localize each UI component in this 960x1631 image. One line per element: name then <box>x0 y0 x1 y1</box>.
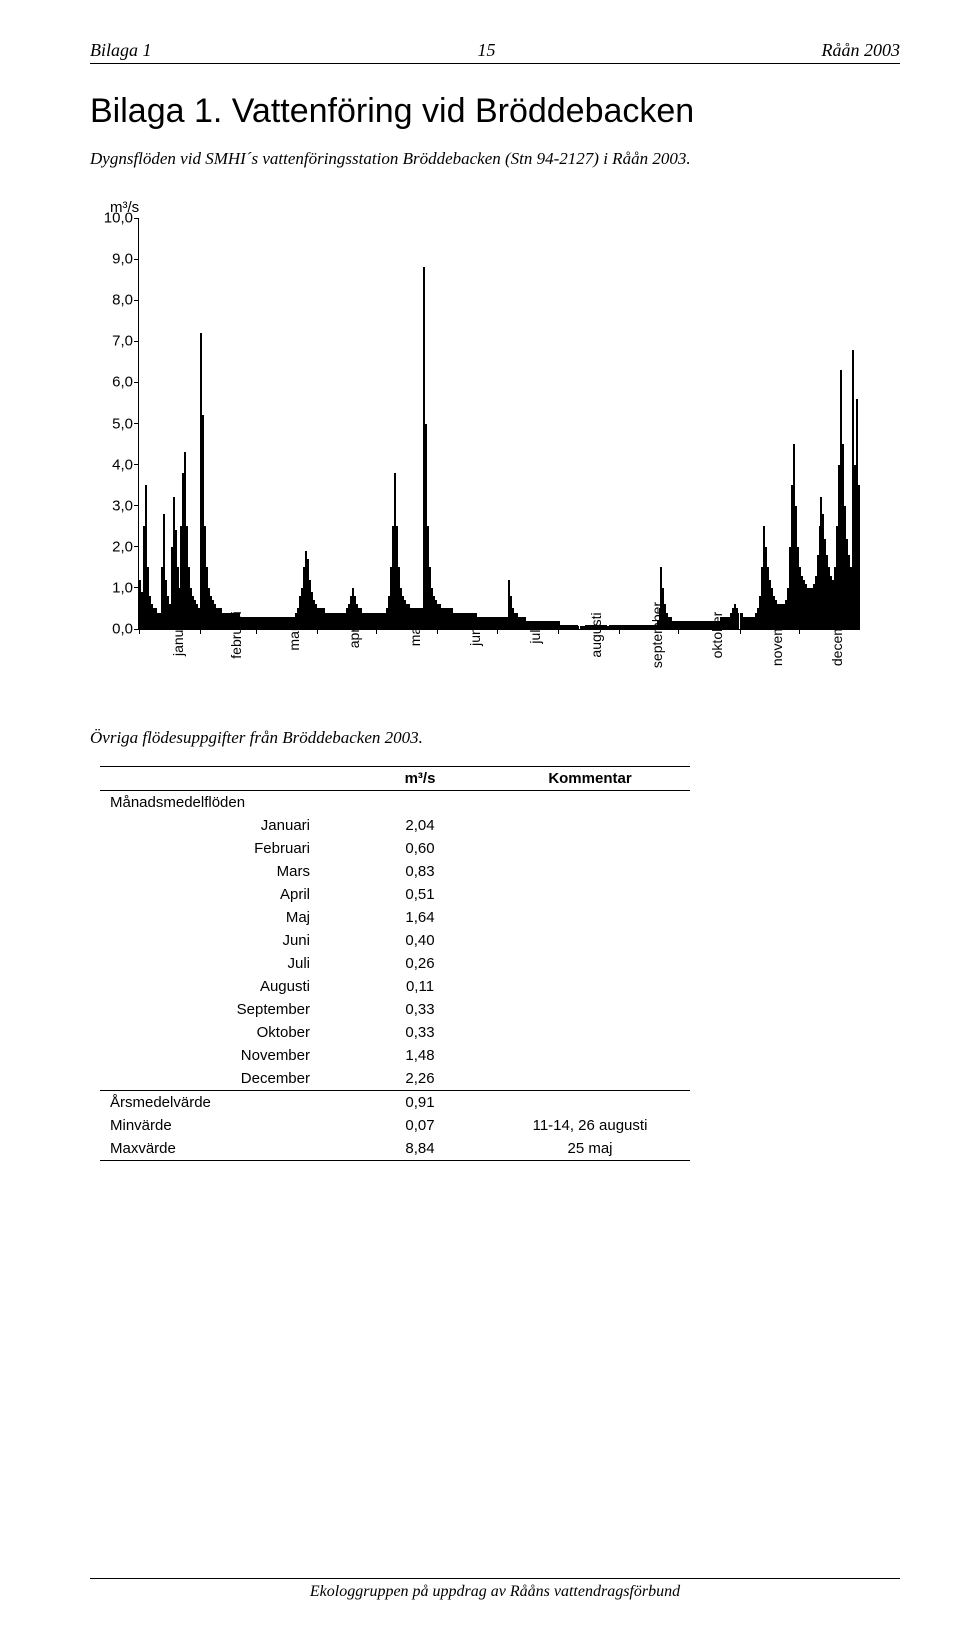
table-month-name: Mars <box>100 860 350 883</box>
table-summary-value: 0,07 <box>350 1114 490 1137</box>
table-month-name: December <box>100 1067 350 1091</box>
table-summary-name: Årsmedelvärde <box>100 1091 350 1115</box>
table-summary-comment: 25 maj <box>490 1137 690 1161</box>
table-month-value: 1,64 <box>350 906 490 929</box>
page-footer: Ekologgruppen på uppdrag av Rååns vatten… <box>90 1578 900 1601</box>
table-month-name: Juni <box>100 929 350 952</box>
header-right: Råån 2003 <box>822 40 901 61</box>
page-header: Bilaga 1 15 Råån 2003 <box>90 40 900 64</box>
header-left: Bilaga 1 <box>90 40 152 61</box>
table-caption: Övriga flödesuppgifter från Bröddebacken… <box>90 728 900 748</box>
y-tick-label: 3,0 <box>112 497 133 514</box>
header-center: 15 <box>478 40 496 61</box>
table-month-name: November <box>100 1044 350 1067</box>
table-month-value: 1,48 <box>350 1044 490 1067</box>
table-month-name: Juli <box>100 952 350 975</box>
y-tick-label: 10,0 <box>104 210 133 227</box>
y-tick-label: 9,0 <box>112 251 133 268</box>
table-month-value: 0,83 <box>350 860 490 883</box>
chart-ylabel: m³/s <box>110 199 900 216</box>
table-month-value: 0,11 <box>350 975 490 998</box>
table-summary-comment: 11-14, 26 augusti <box>490 1114 690 1137</box>
table-month-name: Maj <box>100 906 350 929</box>
table-month-value: 2,26 <box>350 1067 490 1091</box>
table-month-value: 0,40 <box>350 929 490 952</box>
chart-plot-area: 0,01,02,03,04,05,06,07,08,09,010,0januar… <box>138 218 860 630</box>
table-month-value: 0,26 <box>350 952 490 975</box>
table-summary-value: 0,91 <box>350 1091 490 1115</box>
table-summary-name: Minvärde <box>100 1114 350 1137</box>
table-summary-comment <box>490 1091 690 1115</box>
x-tick-label: augusti <box>588 612 604 657</box>
y-tick-label: 2,0 <box>112 538 133 555</box>
x-tick-label: juli <box>527 626 543 643</box>
table-summary-name: Maxvärde <box>100 1137 350 1161</box>
y-tick-label: 8,0 <box>112 292 133 309</box>
y-tick-label: 0,0 <box>112 621 133 638</box>
page-subtitle: Dygnsflöden vid SMHI´s vattenföringsstat… <box>90 149 900 169</box>
y-tick-label: 7,0 <box>112 333 133 350</box>
y-tick-label: 1,0 <box>112 579 133 596</box>
table-header-unit: m³/s <box>350 767 490 791</box>
table-month-name: September <box>100 998 350 1021</box>
chart-bar <box>858 485 860 629</box>
y-tick-label: 6,0 <box>112 374 133 391</box>
table-section-monthly: Månadsmedelflöden <box>100 791 350 815</box>
table-month-name: April <box>100 883 350 906</box>
table-month-value: 0,51 <box>350 883 490 906</box>
flow-table: m³/s Kommentar Månadsmedelflöden Januari… <box>100 766 690 1161</box>
table-month-value: 0,33 <box>350 998 490 1021</box>
y-tick-label: 4,0 <box>112 456 133 473</box>
table-month-value: 0,60 <box>350 837 490 860</box>
flow-chart: m³/s 0,01,02,03,04,05,06,07,08,09,010,0j… <box>100 199 900 658</box>
table-month-value: 0,33 <box>350 1021 490 1044</box>
table-month-value: 2,04 <box>350 814 490 837</box>
table-month-name: Februari <box>100 837 350 860</box>
y-tick-label: 5,0 <box>112 415 133 432</box>
table-header-comment: Kommentar <box>490 767 690 791</box>
page-title: Bilaga 1. Vattenföring vid Bröddebacken <box>90 92 900 131</box>
table-month-name: Oktober <box>100 1021 350 1044</box>
table-summary-value: 8,84 <box>350 1137 490 1161</box>
table-month-name: Augusti <box>100 975 350 998</box>
table-month-name: Januari <box>100 814 350 837</box>
table-header-empty <box>100 767 350 791</box>
